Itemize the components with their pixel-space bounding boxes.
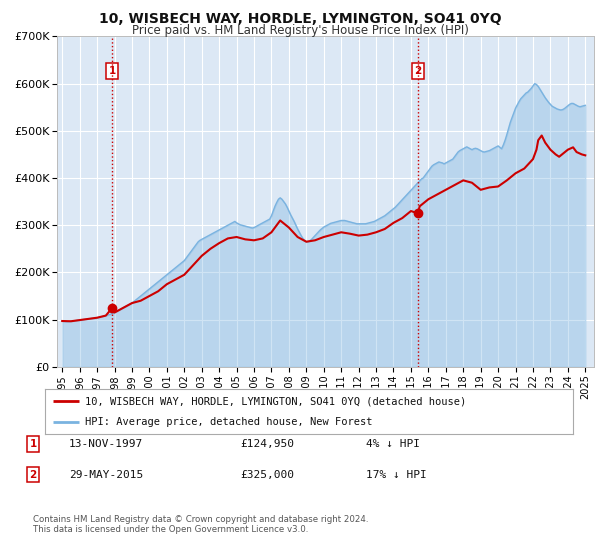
Text: 1: 1 [109, 66, 116, 76]
Text: 10, WISBECH WAY, HORDLE, LYMINGTON, SO41 0YQ (detached house): 10, WISBECH WAY, HORDLE, LYMINGTON, SO41… [85, 396, 466, 407]
Text: 4% ↓ HPI: 4% ↓ HPI [366, 439, 420, 449]
Text: This data is licensed under the Open Government Licence v3.0.: This data is licensed under the Open Gov… [33, 525, 308, 534]
Text: £124,950: £124,950 [240, 439, 294, 449]
Text: £325,000: £325,000 [240, 470, 294, 480]
Text: 29-MAY-2015: 29-MAY-2015 [69, 470, 143, 480]
Text: Price paid vs. HM Land Registry's House Price Index (HPI): Price paid vs. HM Land Registry's House … [131, 24, 469, 36]
Text: Contains HM Land Registry data © Crown copyright and database right 2024.: Contains HM Land Registry data © Crown c… [33, 515, 368, 524]
Text: HPI: Average price, detached house, New Forest: HPI: Average price, detached house, New … [85, 417, 372, 427]
Text: 17% ↓ HPI: 17% ↓ HPI [366, 470, 427, 480]
Text: 1: 1 [29, 439, 37, 449]
Text: 13-NOV-1997: 13-NOV-1997 [69, 439, 143, 449]
Text: 10, WISBECH WAY, HORDLE, LYMINGTON, SO41 0YQ: 10, WISBECH WAY, HORDLE, LYMINGTON, SO41… [98, 12, 502, 26]
Text: 2: 2 [415, 66, 422, 76]
Text: 2: 2 [29, 470, 37, 480]
